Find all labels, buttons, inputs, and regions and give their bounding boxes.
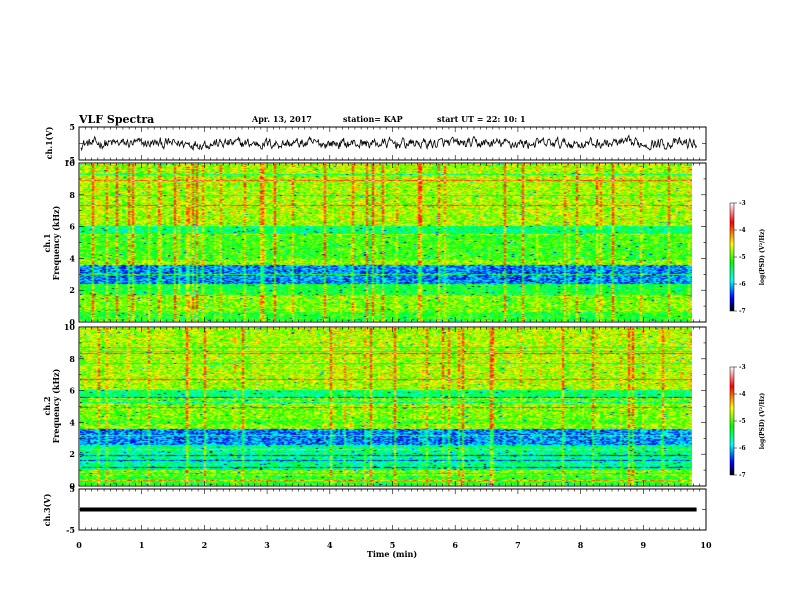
station-label: station= KAP	[343, 114, 403, 124]
y-tick-label: 5	[69, 484, 75, 494]
ch2-colorbar-label: log(PSD) (V²/Hz)	[759, 393, 766, 450]
figure-title: VLF Spectra	[78, 113, 154, 126]
x-axis-label: Time (min)	[367, 549, 417, 559]
ch1-spectrogram-ylabel-freq: Frequency (kHz)	[51, 205, 61, 280]
y-tick-label: 6	[69, 222, 75, 232]
ch2-colorbar-ticks: -3 -4 -5 -6 -7	[734, 364, 746, 479]
x-tick-label: 8	[578, 540, 584, 550]
y-tick-label: 4	[69, 417, 75, 427]
x-tick-label: 2	[202, 540, 208, 550]
x-tick-label: 6	[452, 540, 458, 550]
start-time-label: start UT = 22: 10: 1	[437, 114, 526, 124]
y-tick-label: -5	[66, 525, 75, 535]
colorbar-tick-label: -5	[739, 254, 746, 261]
ch1-colorbar-ticks: -3 -4 -5 -6 -7	[734, 200, 746, 315]
x-tick-label: 9	[641, 540, 647, 550]
y-tick-label: 2	[69, 285, 75, 295]
ch1-spectrogram-ylabel-channel: ch.1	[42, 233, 52, 252]
y-tick-label: 6	[69, 386, 75, 396]
ch2-colorbar-gradient	[729, 366, 735, 476]
ch1-waveform-ylabel: ch.1(V)	[44, 126, 54, 159]
y-tick-label: -5	[66, 155, 75, 165]
x-tick-label: 3	[264, 540, 270, 550]
ch2-spectrogram-ylabel-channel: ch.2	[42, 396, 52, 415]
colorbar-tick-label: -5	[739, 418, 746, 425]
ch2-colorbar: -3 -4 -5 -6 -7 log(PSD) (V²/Hz)	[729, 364, 766, 479]
x-tick-label: 5	[390, 540, 396, 550]
y-tick-label: 10	[64, 322, 76, 332]
y-tick-label: 10	[64, 158, 76, 168]
colorbar-tick-label: -3	[739, 200, 746, 207]
ch1-colorbar: -3 -4 -5 -6 -7 log(PSD) (V²/Hz)	[729, 200, 766, 315]
ch1-colorbar-label: log(PSD) (V²/Hz)	[759, 229, 766, 286]
colorbar-tick-label: -7	[739, 472, 746, 479]
colorbar-tick-label: -4	[739, 227, 746, 234]
ch1-waveform-line	[80, 134, 697, 152]
ch1-colorbar-gradient	[729, 202, 735, 312]
y-tick-label: 0	[69, 317, 75, 327]
colorbar-tick-label: -3	[739, 364, 746, 371]
y-tick-label: 4	[69, 253, 75, 263]
y-tick-label: 0	[69, 481, 75, 491]
ch2-spectrogram-ylabel-freq: Frequency (kHz)	[51, 368, 61, 443]
colorbar-tick-label: -6	[739, 281, 746, 288]
date-label: Apr. 13, 2017	[251, 114, 312, 124]
colorbar-tick-label: -6	[739, 445, 746, 452]
x-tick-label: 0	[76, 540, 82, 550]
colorbar-tick-label: -4	[739, 391, 746, 398]
y-tick-label: 8	[69, 354, 75, 364]
ch3-waveform-ylabel: ch.3(V)	[42, 493, 52, 526]
x-tick-label: 4	[327, 540, 333, 550]
ch1-spectrogram-image	[80, 164, 692, 321]
y-tick-label: 2	[69, 449, 75, 459]
x-tick-label: 7	[515, 540, 521, 550]
x-tick-label: 1	[139, 540, 145, 550]
x-tick-label: 10	[700, 540, 712, 550]
y-tick-label: 5	[69, 122, 75, 132]
y-tick-label: 8	[69, 190, 75, 200]
ch2-spectrogram-image	[80, 328, 692, 485]
colorbar-tick-label: -7	[739, 308, 746, 315]
